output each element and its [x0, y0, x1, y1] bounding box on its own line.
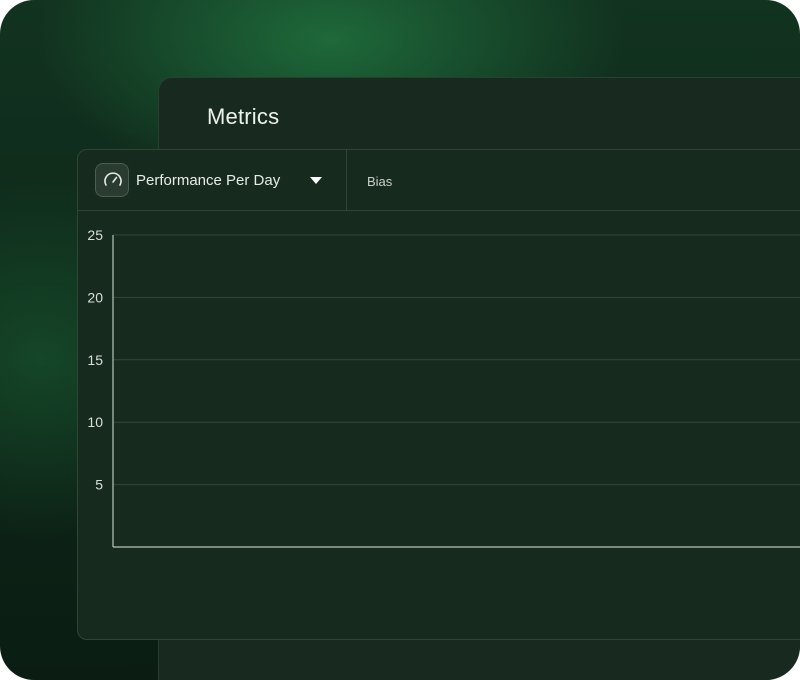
- chart-toolbar: Performance Per Day Bias: [78, 150, 800, 211]
- panel-title: Metrics: [207, 104, 280, 129]
- y-tick-label: 25: [87, 227, 103, 243]
- bias-tab[interactable]: Bias: [367, 174, 393, 189]
- y-tick-label: 15: [87, 352, 103, 368]
- y-tick-label: 5: [95, 477, 103, 493]
- y-tick-label: 20: [87, 289, 103, 305]
- chart-gridlines: [113, 234, 800, 486]
- y-tick-label: 10: [87, 414, 103, 430]
- chart-axes: [112, 235, 800, 548]
- metric-selector-label[interactable]: Performance Per Day: [136, 172, 281, 189]
- caret-down-icon[interactable]: [310, 177, 322, 184]
- toolbar-divider: [346, 150, 347, 210]
- y-tick-labels: 5 10 15 20 25: [87, 227, 103, 493]
- gauge-icon[interactable]: [95, 163, 129, 197]
